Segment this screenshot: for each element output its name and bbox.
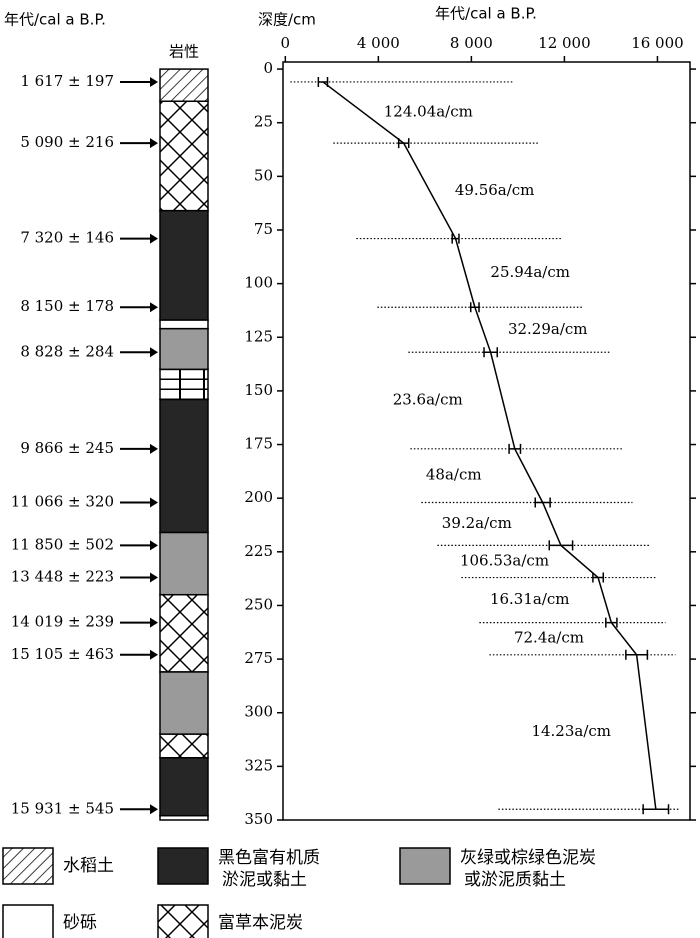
y-tick-label: 100 (244, 274, 273, 292)
y-tick-label: 125 (244, 327, 273, 345)
x-tick-label: 0 (281, 34, 291, 52)
lith-layer (159, 368, 209, 401)
date-label: 11 850 ± 502 (11, 535, 114, 553)
legend-label: 灰绿或棕绿色泥炭 (460, 848, 596, 868)
rate-label: 49.56a/cm (455, 181, 535, 199)
date-label: 14 019 ± 239 (11, 613, 114, 631)
arrow-head (150, 233, 158, 244)
y-tick-label: 50 (254, 166, 273, 184)
date-label: 8 828 ± 284 (20, 342, 114, 360)
x-tick-label: 16 000 (631, 34, 684, 52)
x-axis-label: 年代/cal a B.P. (435, 5, 537, 23)
date-label: 7 320 ± 146 (20, 229, 114, 247)
arrow-head (150, 347, 158, 358)
lith-layer (159, 733, 209, 759)
legend-swatch (157, 904, 209, 938)
rate-label: 23.6a/cm (393, 391, 463, 409)
rate-label: 32.29a/cm (508, 320, 588, 338)
age-depth-line (322, 81, 657, 810)
legend-label: 砂砾 (63, 913, 97, 933)
arrow-head (150, 572, 158, 583)
y-tick-label: 325 (244, 756, 273, 774)
rate-label: 39.2a/cm (442, 514, 512, 532)
lith-layer (159, 531, 209, 596)
rate-label: 106.53a/cm (460, 551, 549, 569)
arrow-head (150, 443, 158, 454)
legend-label: 淤泥或黏土 (222, 870, 307, 890)
date-label: 11 066 ± 320 (11, 492, 114, 510)
y-tick-label: 250 (244, 595, 273, 613)
plot-frame (282, 61, 691, 821)
lith-heading: 岩性 (169, 43, 199, 61)
y-tick-label: 25 (254, 113, 273, 131)
error-bar (317, 76, 329, 87)
lith-layer (159, 671, 209, 735)
date-label: 8 150 ± 178 (20, 297, 114, 315)
date-label: 13 448 ± 223 (11, 568, 114, 586)
arrow-head (150, 76, 158, 87)
legend-label: 水稻土 (63, 856, 114, 876)
legend-label: 富草本泥炭 (218, 913, 303, 933)
rate-label: 48a/cm (426, 466, 482, 484)
rate-label: 25.94a/cm (490, 263, 570, 281)
rate-label: 14.23a/cm (531, 722, 611, 740)
arrow-head (150, 302, 158, 313)
error-bar (642, 804, 670, 815)
lith-layer (159, 319, 209, 330)
x-tick-label: 8 000 (450, 34, 493, 52)
date-label: 9 866 ± 245 (20, 439, 114, 457)
y-tick-label: 75 (254, 220, 273, 238)
legend-swatch (2, 904, 54, 938)
lith-layer (159, 209, 209, 321)
y-tick-label: 0 (263, 59, 273, 77)
y-tick-label: 350 (244, 810, 273, 828)
lith-layer (159, 757, 209, 817)
lith-layer (159, 100, 209, 212)
date-label: 15 931 ± 545 (11, 799, 114, 817)
date-label: 5 090 ± 216 (20, 133, 114, 151)
y-tick-label: 300 (244, 703, 273, 721)
lith-layer (159, 68, 209, 103)
x-tick-label: 12 000 (538, 34, 591, 52)
legend-label: 或淤泥质黏土 (464, 870, 566, 890)
arrow-head (150, 804, 158, 815)
lith-layer (159, 593, 209, 673)
y-tick-label: 225 (244, 542, 273, 560)
lith-layer (159, 327, 209, 371)
arrow-head (150, 138, 158, 149)
date-heading: 年代/cal a B.P. (4, 11, 106, 29)
y-tick-label: 200 (244, 488, 273, 506)
lith-layer (159, 398, 209, 534)
arrow-head (150, 649, 158, 660)
y-axis-label: 深度/cm (258, 11, 316, 29)
date-label: 1 617 ± 197 (20, 72, 114, 90)
y-tick-label: 175 (244, 435, 273, 453)
arrow-head (150, 497, 158, 508)
legend-swatch (2, 847, 54, 885)
lith-layer (159, 814, 209, 821)
arrow-head (150, 540, 158, 551)
y-tick-label: 150 (244, 381, 273, 399)
legend-label: 黑色富有机质 (218, 848, 320, 868)
rate-label: 16.31a/cm (490, 590, 570, 608)
y-tick-label: 275 (244, 649, 273, 667)
rate-label: 72.4a/cm (514, 629, 584, 647)
arrow-head (150, 617, 158, 628)
date-label: 15 105 ± 463 (11, 645, 114, 663)
legend-swatch (157, 847, 209, 885)
x-tick-label: 4 000 (357, 34, 400, 52)
rate-label: 124.04a/cm (384, 103, 473, 121)
legend-swatch (399, 847, 451, 885)
